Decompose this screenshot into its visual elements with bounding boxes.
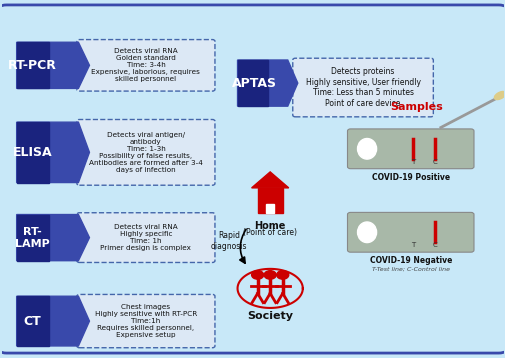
Text: C: C xyxy=(432,242,437,248)
Text: Rapid
diagnosis: Rapid diagnosis xyxy=(211,232,247,251)
Text: LAMP: LAMP xyxy=(15,239,50,249)
Polygon shape xyxy=(251,172,289,188)
Polygon shape xyxy=(17,296,89,346)
Text: ELISA: ELISA xyxy=(13,146,53,159)
Polygon shape xyxy=(17,42,89,88)
Text: Detects viral RNA
Golden standard
Time: 3-4h
Expensive, laborious, requires
skil: Detects viral RNA Golden standard Time: … xyxy=(91,48,200,82)
Polygon shape xyxy=(17,214,49,261)
Text: Samples: Samples xyxy=(390,102,443,111)
Polygon shape xyxy=(237,60,298,106)
Text: CT: CT xyxy=(24,315,41,328)
Text: Chest images
Highly sensitive with RT-PCR
Time:1h
Requires skilled personnel,
Ex: Chest images Highly sensitive with RT-PC… xyxy=(95,304,197,338)
Polygon shape xyxy=(17,42,49,88)
Polygon shape xyxy=(17,214,89,261)
Polygon shape xyxy=(17,122,89,183)
Text: COVID-19 Negative: COVID-19 Negative xyxy=(370,256,452,265)
FancyArrowPatch shape xyxy=(240,229,246,263)
FancyBboxPatch shape xyxy=(293,58,433,117)
Text: Society: Society xyxy=(247,311,293,321)
FancyBboxPatch shape xyxy=(77,120,215,185)
Circle shape xyxy=(264,271,276,279)
Text: T: T xyxy=(411,242,416,248)
Polygon shape xyxy=(237,60,268,106)
FancyBboxPatch shape xyxy=(77,294,215,348)
Text: Home: Home xyxy=(255,221,286,231)
Ellipse shape xyxy=(358,222,377,243)
Text: T: T xyxy=(411,159,416,165)
Text: Detects viral antigen/
antibody
Time: 1-3h
Possibility of false results,
Antibod: Detects viral antigen/ antibody Time: 1-… xyxy=(89,132,203,173)
FancyBboxPatch shape xyxy=(77,40,215,91)
Text: (Point of care): (Point of care) xyxy=(243,228,297,237)
FancyBboxPatch shape xyxy=(266,204,274,213)
Circle shape xyxy=(277,271,289,279)
FancyBboxPatch shape xyxy=(347,129,474,169)
Text: APTAS: APTAS xyxy=(232,77,277,90)
Text: COVID-19 Positive: COVID-19 Positive xyxy=(372,173,450,182)
Ellipse shape xyxy=(494,92,505,100)
Text: RT-: RT- xyxy=(23,227,42,237)
Text: T-Test line; C-Control line: T-Test line; C-Control line xyxy=(372,266,450,271)
FancyBboxPatch shape xyxy=(0,5,505,353)
Polygon shape xyxy=(17,122,49,183)
FancyBboxPatch shape xyxy=(258,188,283,213)
Circle shape xyxy=(251,271,264,279)
FancyBboxPatch shape xyxy=(77,213,215,262)
Text: RT-PCR: RT-PCR xyxy=(8,59,57,72)
Text: Detects viral RNA
Highly specific
Time: 1h
Primer design is complex: Detects viral RNA Highly specific Time: … xyxy=(100,224,191,251)
Text: Detects proteins
Highly sensitive, User friendly
Time: Less than 5 minutes
Point: Detects proteins Highly sensitive, User … xyxy=(306,67,421,108)
Text: C: C xyxy=(432,159,437,165)
Polygon shape xyxy=(17,296,49,346)
FancyBboxPatch shape xyxy=(347,212,474,252)
Ellipse shape xyxy=(358,139,377,159)
